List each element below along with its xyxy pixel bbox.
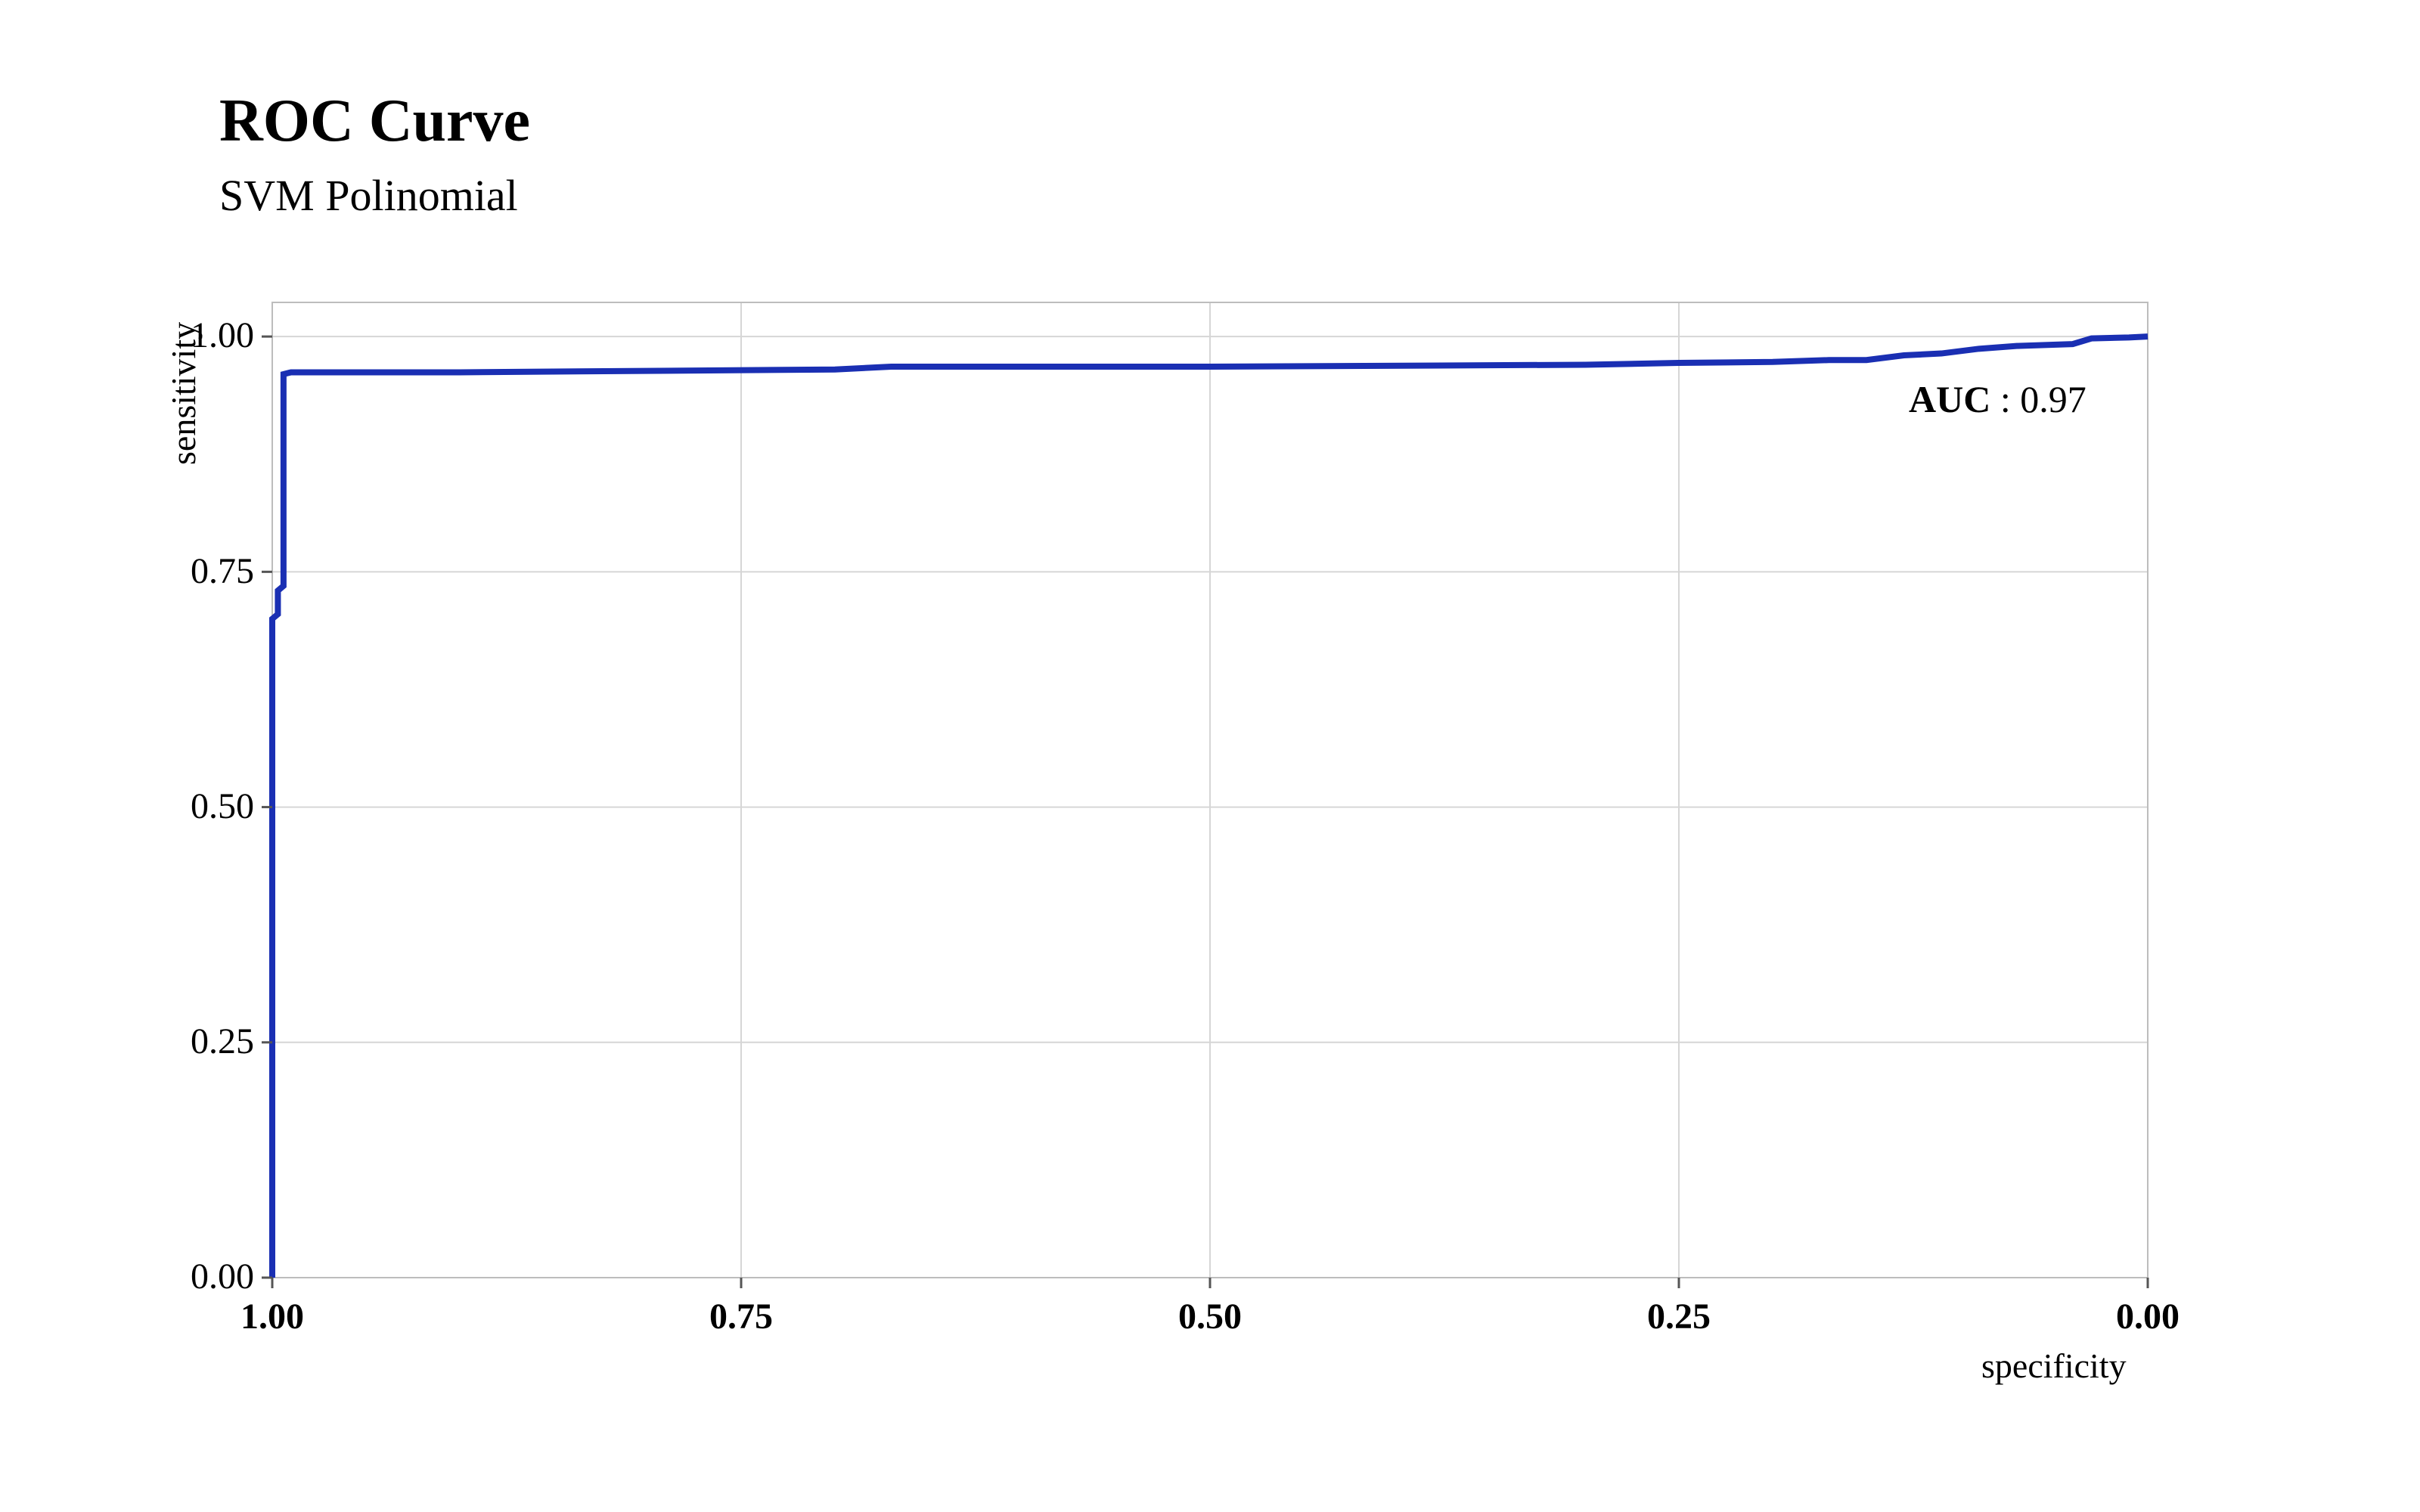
y-tick-label: 1.00 bbox=[191, 314, 254, 356]
roc-chart bbox=[234, 287, 2186, 1346]
auc-label-text: AUC bbox=[1909, 378, 1990, 420]
x-tick-label: 1.00 bbox=[227, 1296, 318, 1337]
auc-separator: : bbox=[1990, 378, 2020, 420]
y-tick-label: 0.25 bbox=[191, 1021, 254, 1062]
x-tick-label: 0.50 bbox=[1165, 1296, 1255, 1337]
y-tick-label: 0.00 bbox=[191, 1256, 254, 1297]
y-tick-label: 0.50 bbox=[191, 785, 254, 827]
auc-annotation: AUC : 0.97 bbox=[1909, 377, 2086, 421]
y-tick-label: 0.75 bbox=[191, 550, 254, 592]
chart-subtitle: SVM Polinomial bbox=[219, 170, 518, 221]
chart-title: ROC Curve bbox=[219, 87, 530, 156]
x-tick-label: 0.25 bbox=[1634, 1296, 1724, 1337]
figure-container: ROC Curve SVM Polinomial sensitivity spe… bbox=[0, 0, 2420, 1512]
auc-value: 0.97 bbox=[2020, 378, 2086, 420]
x-tick-label: 0.75 bbox=[696, 1296, 786, 1337]
x-tick-label: 0.00 bbox=[2102, 1296, 2193, 1337]
x-axis-label: specificity bbox=[1981, 1346, 2127, 1386]
